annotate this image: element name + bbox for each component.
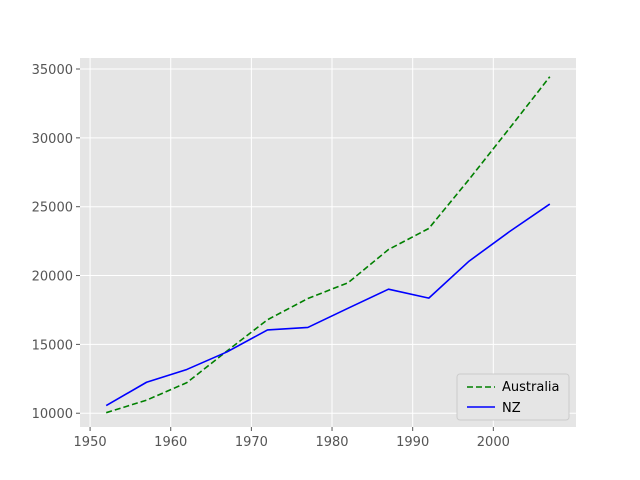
plot-area [80, 58, 576, 427]
axis-ticks: 1950 1960 1970 1980 1990 2000 10000 15000 20000 2… [32, 63, 510, 450]
x-tick-label: 1980 [315, 435, 348, 450]
x-tick-label: 1970 [235, 435, 268, 450]
legend-label-australia: Australia [502, 380, 560, 395]
series-line-australia [105, 76, 551, 414]
y-tick-label: 15000 [32, 338, 73, 353]
y-tick-label: 20000 [32, 270, 73, 285]
legend-label-nz: NZ [502, 401, 521, 416]
x-tick-label: 2000 [477, 435, 510, 450]
series-line-nz [105, 203, 551, 407]
y-tick-label: 10000 [32, 407, 73, 422]
y-tick-label: 30000 [32, 132, 73, 147]
x-tick-label: 1960 [154, 435, 187, 450]
y-tick-label: 25000 [32, 201, 73, 216]
x-tick-label: 1990 [396, 435, 429, 450]
legend: Australia NZ [456, 373, 570, 421]
legend-box [456, 373, 570, 421]
x-tick-label: 1950 [74, 435, 107, 450]
series-lines [105, 76, 551, 414]
y-tick-label: 35000 [32, 63, 73, 78]
